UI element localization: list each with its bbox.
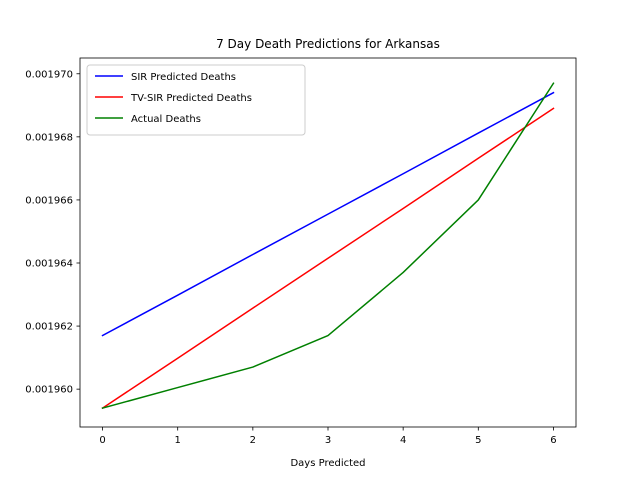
x-tick-label: 6 — [550, 435, 556, 446]
legend-box — [86, 64, 306, 136]
x-tick-label: 5 — [475, 435, 481, 446]
legend: SIR Predicted Deaths TV-SIR Predicted Dea… — [86, 64, 306, 136]
y-tick-label: 0.001970 — [25, 69, 73, 80]
y-tick-label: 0.001962 — [25, 322, 73, 333]
y-tick-label: 0.001964 — [25, 259, 73, 270]
y-tick-label: 0.001960 — [25, 385, 73, 396]
series-1-line — [101, 107, 555, 410]
legend-label: TV-SIR Predicted Deaths — [130, 93, 252, 104]
legend-label: Actual Deaths — [131, 114, 201, 125]
x-tick-label: 4 — [400, 435, 406, 446]
x-axis-title: Days Predicted — [290, 458, 365, 469]
x-tick-label: 3 — [325, 435, 331, 446]
x-tick-label: 1 — [175, 435, 181, 446]
x-tick-label: 2 — [250, 435, 256, 446]
y-tick-label: 0.001966 — [25, 195, 73, 206]
series-0-line — [101, 91, 555, 337]
y-tick-label: 0.001968 — [25, 132, 73, 143]
legend-label: SIR Predicted Deaths — [131, 72, 236, 83]
chart-title: 7 Day Death Predictions for Arkansas — [216, 37, 440, 51]
x-tick-label: 0 — [99, 435, 105, 446]
series-2-line — [101, 82, 555, 410]
plot-area: 0 1 2 3 4 5 6 0.001960 0.001962 0.001964 0.001966 0… — [25, 57, 577, 446]
